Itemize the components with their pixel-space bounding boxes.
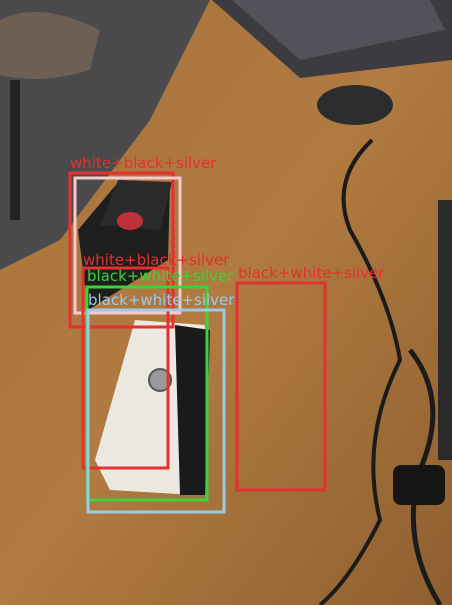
chair-seat <box>0 12 100 79</box>
bounding-box <box>86 308 226 514</box>
bounding-box <box>81 266 170 470</box>
keyboard <box>232 0 445 60</box>
box-label: white+black+silver <box>83 251 230 269</box>
bounding-box <box>73 176 182 315</box>
box-label: black+white+silver <box>238 264 385 282</box>
mouse <box>317 85 393 125</box>
device-edge <box>438 200 452 460</box>
white-object-side <box>175 325 210 495</box>
cable <box>318 138 403 605</box>
black-object-top <box>100 180 172 230</box>
box-label: black+white+silver <box>88 291 235 309</box>
cable-strap <box>393 465 445 505</box>
bounding-box <box>235 281 327 492</box>
box-label: black+white+silver <box>87 267 234 285</box>
bounding-box <box>68 171 175 329</box>
box-label: white+black+silver <box>70 154 217 172</box>
red-button <box>117 212 143 230</box>
silver-button <box>148 368 172 392</box>
chair-leg <box>10 80 20 220</box>
